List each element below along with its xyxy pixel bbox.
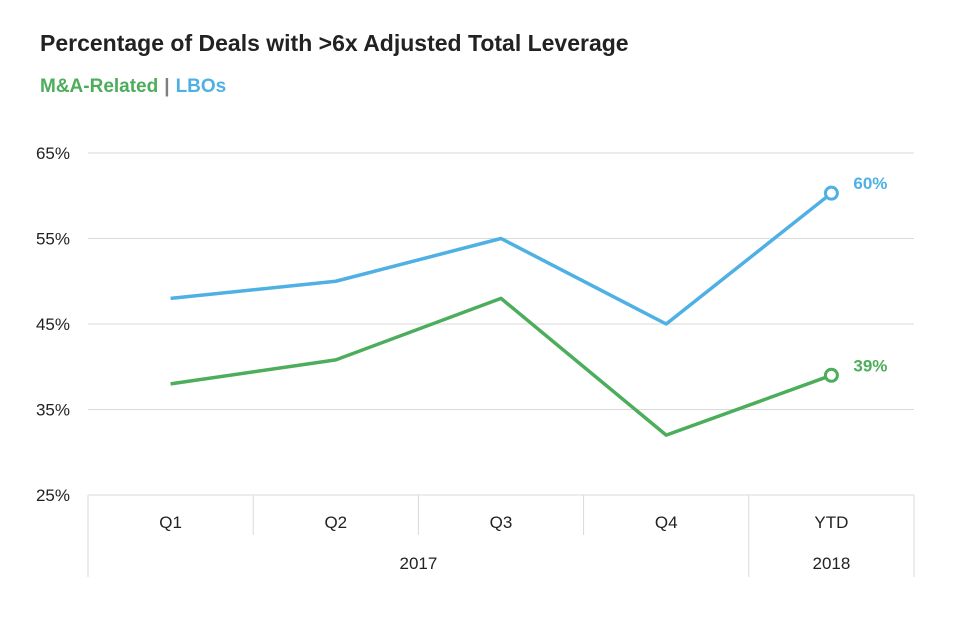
- series-end-marker: [823, 185, 839, 201]
- y-tick-label: 65%: [36, 144, 70, 163]
- legend-item-lbos: LBOs: [175, 76, 227, 97]
- x-tick-label: Q4: [655, 513, 678, 532]
- legend-item-ma-related: M&A-Related: [40, 76, 159, 97]
- x-group-label: 2018: [812, 554, 850, 573]
- x-tick-label: Q3: [490, 513, 513, 532]
- x-tick-label: Q2: [324, 513, 347, 532]
- chart-title: Percentage of Deals with >6x Adjusted To…: [40, 30, 629, 56]
- series-end-marker: [823, 367, 839, 383]
- series-line: [170, 296, 832, 437]
- data-label: 39%: [853, 356, 887, 375]
- y-tick-label: 45%: [36, 315, 70, 334]
- x-tick-label: YTD: [814, 513, 848, 532]
- series-line: [170, 191, 833, 326]
- legend: M&A-Related | LBOs: [40, 76, 226, 98]
- y-tick-label: 55%: [36, 230, 70, 249]
- x-tick-label: Q1: [159, 513, 182, 532]
- data-label: 60%: [853, 174, 887, 193]
- y-tick-label: 35%: [36, 401, 70, 420]
- y-tick-label: 25%: [36, 486, 70, 505]
- legend-separator: |: [164, 76, 170, 97]
- x-group-label: 2017: [399, 554, 437, 573]
